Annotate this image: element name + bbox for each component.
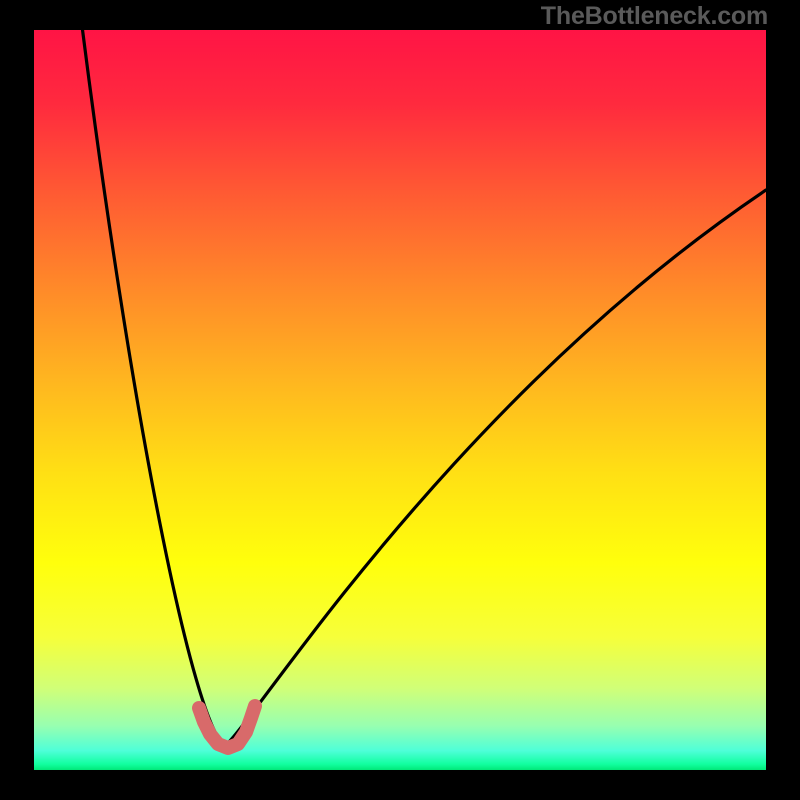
plot-background xyxy=(34,30,766,770)
bottleneck-chart xyxy=(0,0,800,800)
watermark-text: TheBottleneck.com xyxy=(541,2,768,31)
